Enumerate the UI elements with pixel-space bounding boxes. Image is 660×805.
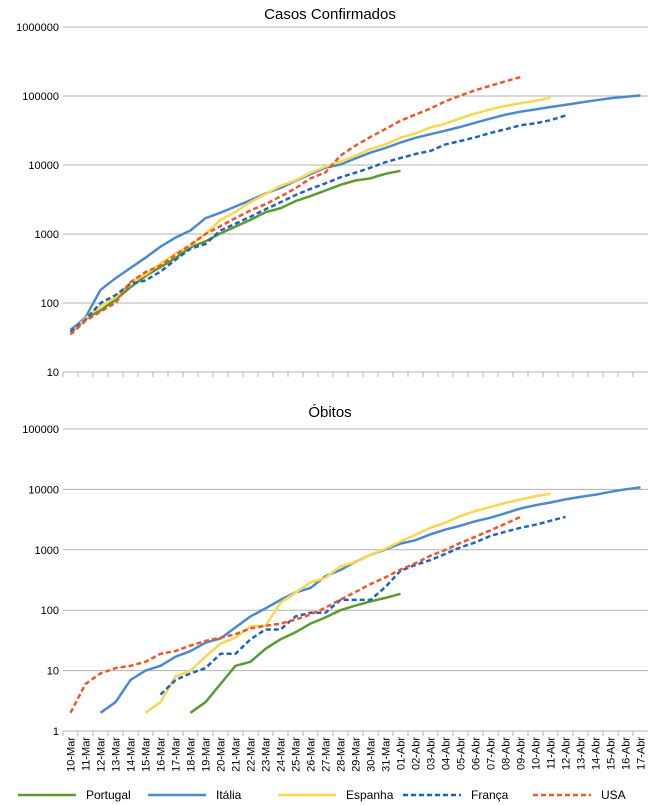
x-tick-label: 06-Abr <box>471 737 483 770</box>
series-line <box>69 114 566 333</box>
x-tick-label: 29-Mar <box>351 737 363 772</box>
x-tick-label: 08-Abr <box>501 737 513 770</box>
x-tick-label: 13-Abr <box>576 737 588 770</box>
chart-title: Óbitos <box>308 404 351 421</box>
y-tick-label: 1000 <box>35 229 59 241</box>
legend-label: Itália <box>216 788 242 802</box>
x-tick-label: 16-Mar <box>156 737 168 772</box>
x-tick-label: 12-Abr <box>561 737 573 770</box>
series-line <box>69 96 551 335</box>
y-tick-label: 10 <box>47 367 59 379</box>
x-tick-label: 18-Mar <box>186 737 198 772</box>
series-line <box>189 592 401 714</box>
x-tick-label: 15-Abr <box>606 737 618 770</box>
x-tick-label: 17-Abr <box>636 737 648 770</box>
x-tick-label: 30-Mar <box>366 737 378 772</box>
x-tick-label: 10-Mar <box>66 737 78 772</box>
y-tick-label: 100000 <box>22 424 59 436</box>
y-tick-label: 1000 <box>35 545 59 557</box>
x-tick-label: 03-Abr <box>426 737 438 770</box>
x-tick-label: 25-Mar <box>291 737 303 772</box>
x-tick-label: 13-Mar <box>111 737 123 772</box>
x-tick-label: 15-Mar <box>141 737 153 772</box>
x-tick-label: 24-Mar <box>276 737 288 772</box>
x-tick-label: 17-Mar <box>171 737 183 772</box>
y-tick-label: 100000 <box>22 91 59 103</box>
x-tick-label: 10-Abr <box>531 737 543 770</box>
y-tick-label: 100 <box>41 298 59 310</box>
x-tick-label: 19-Mar <box>201 737 213 772</box>
series-line <box>69 515 522 714</box>
y-tick-label: 100 <box>41 605 59 617</box>
x-tick-label: 02-Abr <box>411 737 423 770</box>
y-tick-label: 10 <box>47 666 59 678</box>
y-tick-label: 10000 <box>28 484 59 496</box>
x-tick-label: 26-Mar <box>306 737 318 772</box>
x-tick-label: 12-Mar <box>96 737 108 772</box>
legend-label: França <box>471 788 509 802</box>
chart-title: Casos Confirmados <box>264 6 396 23</box>
x-tick-label: 27-Mar <box>321 737 333 772</box>
y-tick-label: 1 <box>53 726 59 738</box>
x-tick-label: 07-Abr <box>486 737 498 770</box>
legend-label: Portugal <box>86 788 131 802</box>
x-tick-label: 11-Mar <box>81 737 93 771</box>
series-line <box>144 492 551 714</box>
x-tick-label: 14-Mar <box>126 737 138 772</box>
x-tick-label: 11-Abr <box>546 737 558 770</box>
x-tick-label: 28-Mar <box>336 737 348 772</box>
x-tick-label: 09-Abr <box>516 737 528 770</box>
series-line <box>69 169 401 331</box>
x-tick-label: 16-Abr <box>621 737 633 770</box>
x-tick-label: 21-Mar <box>231 737 243 772</box>
series-line <box>159 515 566 696</box>
series-line <box>69 94 641 332</box>
legend-label: USA <box>601 788 626 802</box>
x-tick-label: 01-Abr <box>396 737 408 770</box>
y-tick-label: 10000 <box>28 160 59 172</box>
y-tick-label: 1000000 <box>16 22 59 34</box>
x-tick-label: 14-Abr <box>591 737 603 770</box>
x-tick-label: 23-Mar <box>261 737 273 772</box>
x-tick-label: 22-Mar <box>246 737 258 772</box>
x-tick-label: 05-Abr <box>456 737 468 770</box>
x-tick-label: 20-Mar <box>216 737 228 772</box>
series-line <box>69 75 521 336</box>
x-tick-label: 04-Abr <box>441 737 453 770</box>
legend-label: Espanha <box>346 788 394 802</box>
x-tick-label: 31-Mar <box>381 737 393 772</box>
